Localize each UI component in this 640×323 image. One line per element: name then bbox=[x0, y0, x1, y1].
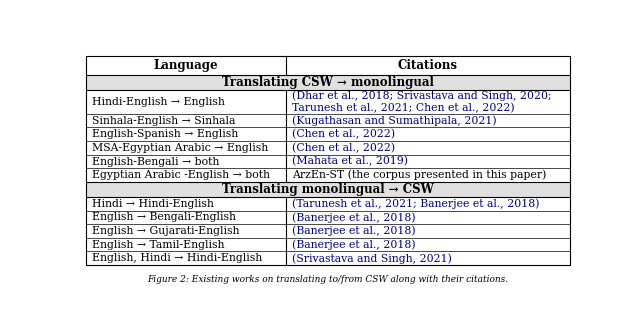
Text: (Banerjee et al., 2018): (Banerjee et al., 2018) bbox=[292, 226, 415, 236]
Text: ArzEn-ST (the corpus presented in this paper): ArzEn-ST (the corpus presented in this p… bbox=[292, 170, 546, 181]
Text: (Chen et al., 2022): (Chen et al., 2022) bbox=[292, 129, 395, 140]
Text: Translating CSW → monolingual: Translating CSW → monolingual bbox=[222, 76, 434, 89]
Text: English, Hindi → Hindi-English: English, Hindi → Hindi-English bbox=[92, 253, 262, 263]
Text: Hindi-English → English: Hindi-English → English bbox=[92, 97, 225, 107]
Bar bbox=[86, 141, 570, 155]
Text: Citations: Citations bbox=[398, 59, 458, 72]
Bar bbox=[86, 238, 570, 252]
Bar bbox=[86, 224, 570, 238]
Text: English → Tamil-English: English → Tamil-English bbox=[92, 240, 225, 250]
Bar bbox=[86, 75, 570, 90]
Text: (Banerjee et al., 2018): (Banerjee et al., 2018) bbox=[292, 212, 415, 223]
Bar bbox=[86, 56, 570, 75]
Text: (Mahata et al., 2019): (Mahata et al., 2019) bbox=[292, 156, 408, 167]
Bar bbox=[86, 197, 570, 211]
Text: (Dhar et al., 2018; Srivastava and Singh, 2020;: (Dhar et al., 2018; Srivastava and Singh… bbox=[292, 91, 552, 101]
Text: Translating monolingual → CSW: Translating monolingual → CSW bbox=[222, 183, 434, 196]
Text: Egyptian Arabic -English → both: Egyptian Arabic -English → both bbox=[92, 170, 270, 180]
Bar bbox=[86, 182, 570, 197]
Text: English → Gujarati-English: English → Gujarati-English bbox=[92, 226, 239, 236]
Text: Tarunesh et al., 2021; Chen et al., 2022): Tarunesh et al., 2021; Chen et al., 2022… bbox=[292, 103, 515, 113]
Bar bbox=[86, 114, 570, 128]
Bar bbox=[86, 128, 570, 141]
Bar bbox=[86, 155, 570, 168]
Text: English-Spanish → English: English-Spanish → English bbox=[92, 129, 238, 139]
Text: Hindi → Hindi-English: Hindi → Hindi-English bbox=[92, 199, 214, 209]
Bar bbox=[86, 56, 570, 265]
Text: Sinhala-English → Sinhala: Sinhala-English → Sinhala bbox=[92, 116, 236, 126]
Bar bbox=[86, 168, 570, 182]
Text: English → Bengali-English: English → Bengali-English bbox=[92, 213, 236, 223]
Text: (Srivastava and Singh, 2021): (Srivastava and Singh, 2021) bbox=[292, 253, 452, 264]
Bar bbox=[86, 211, 570, 224]
Text: (Banerjee et al., 2018): (Banerjee et al., 2018) bbox=[292, 239, 415, 250]
Text: (Tarunesh et al., 2021; Banerjee et al., 2018): (Tarunesh et al., 2021; Banerjee et al.,… bbox=[292, 199, 540, 209]
Text: Figure 2: Existing works on translating to/from CSW along with their citations.: Figure 2: Existing works on translating … bbox=[147, 275, 509, 284]
Text: (Chen et al., 2022): (Chen et al., 2022) bbox=[292, 143, 395, 153]
Text: Language: Language bbox=[154, 59, 218, 72]
Text: (Kugathasan and Sumathipala, 2021): (Kugathasan and Sumathipala, 2021) bbox=[292, 115, 497, 126]
Bar bbox=[86, 90, 570, 114]
Text: MSA-Egyptian Arabic → English: MSA-Egyptian Arabic → English bbox=[92, 143, 268, 153]
Bar bbox=[86, 252, 570, 265]
Text: English-Bengali → both: English-Bengali → both bbox=[92, 157, 220, 167]
